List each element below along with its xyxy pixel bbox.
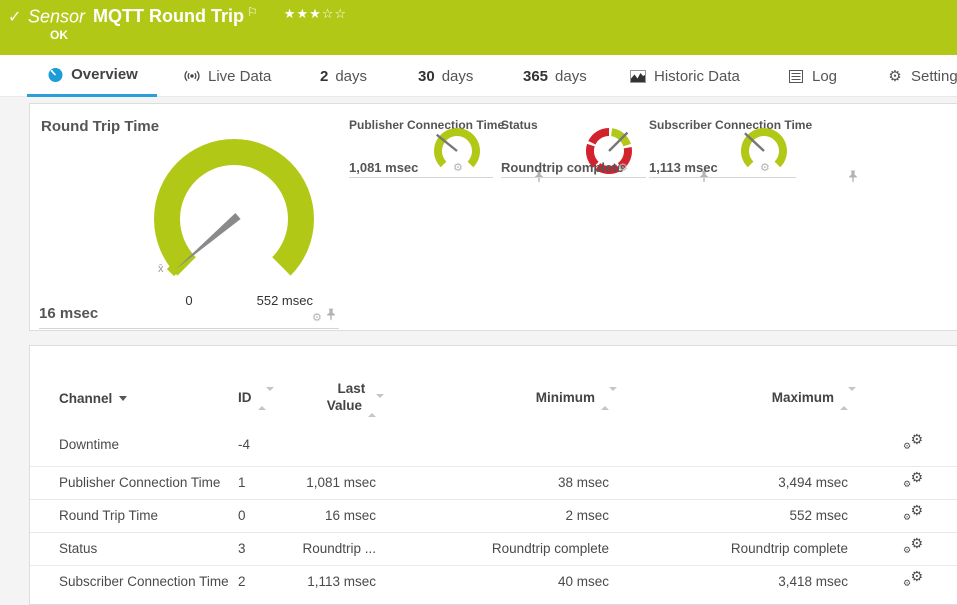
channel-settings-icon[interactable]: ⚙ ⚙ [903,503,923,523]
channel-name: Publisher Connection Time [30,465,238,499]
channel-gear-icon[interactable]: ⚙ [760,161,770,174]
channel-minimum: 38 msec [376,465,609,499]
channel-minimum: 40 msec [376,564,609,598]
column-header-actions [848,346,957,424]
mini-gauge-value: Roundtrip complete [501,160,624,175]
table-row: Subscriber Connection Time 2 1,113 msec … [30,564,957,598]
channel-name: Status [30,531,238,565]
table-row: Downtime -4 ⚙ ⚙ [30,424,957,466]
gauge-needle [176,213,241,269]
round-trip-time-gauge: x̄ [154,139,315,277]
gauge-scale-max: 552 msec [256,293,313,308]
channel-name: Round Trip Time [30,498,238,532]
mini-gauge-title: Publisher Connection Time [349,118,505,132]
channel-gear-icon[interactable]: ⚙ [453,161,463,174]
gauge-scale-min: 0 [185,293,193,308]
channel-maximum: 552 msec [609,498,848,532]
channel-settings-icon[interactable]: ⚙ ⚙ [903,432,923,453]
primary-channel-title: Round Trip Time [41,118,160,135]
mini-gauge-status: Status Roundtrip complete ⚙ [501,116,708,183]
primary-channel-value: 16 msec [39,305,99,322]
channel-id: 0 [238,498,278,532]
sensor-header: ✓ Sensor MQTT Round Trip ⚐ ★★★☆☆ OK [0,0,957,55]
channel-id: 3 [238,531,278,565]
channel-settings-icon[interactable]: ⚙ ⚙ [903,536,923,556]
sort-icon [368,394,384,417]
gauges-panel: Round Trip Time x̄ 0 552 msec 16 msec ⚙ … [29,103,957,331]
gauge-needle [744,132,765,152]
object-type-label: Sensor [28,6,86,27]
channel-maximum [609,424,848,466]
channel-last-value: 16 msec [278,498,376,532]
mini-gauge-publisher: Publisher Connection Time 1,081 msec ⚙ [349,116,543,183]
column-header-channel[interactable]: Channel [30,346,238,424]
channel-id: 1 [238,465,278,499]
historic-data-icon [629,69,647,83]
tab-live-data[interactable]: Live Data [183,55,271,97]
sort-icon [257,386,274,410]
tab-log[interactable]: Log [787,55,837,97]
channel-last-value [278,424,376,466]
tab-365-days[interactable]: 365 days [523,67,587,85]
mini-gauge-value: 1,113 msec [649,160,718,175]
publisher-gauge [434,127,480,168]
channel-id: 2 [238,564,278,598]
table-row: Status 3 Roundtrip ... Roundtrip complet… [30,531,957,565]
channel-name: Downtime [59,437,120,453]
channel-name: Subscriber Connection Time [30,564,238,598]
tab-historic-data[interactable]: Historic Data [629,55,740,97]
live-data-icon [183,69,201,83]
channel-settings-icon[interactable]: ⚙ ⚙ [903,470,923,490]
channel-last-value: 1,081 msec [278,465,376,499]
mini-gauge-subscriber: Subscriber Connection Time 1,113 msec ⚙ [649,116,857,183]
channel-minimum: 2 msec [376,498,609,532]
channel-maximum: 3,494 msec [609,465,848,499]
log-icon [787,69,805,83]
gauge-icon [46,67,64,83]
channel-settings-icon[interactable]: ⚙ ⚙ [903,569,923,590]
channels-table: Channel ID Last Value Minimum Maximum Dow… [30,346,957,598]
mini-gauge-value: 1,081 msec [349,160,419,175]
channels-table-panel: Channel ID Last Value Minimum Maximum Dow… [29,345,957,605]
tab-bar: Overview Live Data 2 days 30 days 365 da… [0,55,957,97]
gauge-needle [435,133,458,152]
sort-icon [601,386,617,410]
channel-last-value: 1,113 msec [278,564,376,598]
tab-30-days[interactable]: 30 days [418,67,474,85]
flag-icon[interactable]: ⚐ [247,5,258,19]
channel-gear-icon[interactable]: ⚙ [618,161,628,174]
channel-last-value: Roundtrip ... [278,531,376,565]
mini-gauge-title: Status [501,118,538,132]
column-header-minimum[interactable]: Minimum [376,346,617,424]
tab-2-days[interactable]: 2 days [320,67,368,85]
mean-label: x̄ [158,263,164,275]
tab-settings[interactable]: ⚙ Settings [886,55,957,97]
mini-gauge-title: Subscriber Connection Time [649,118,813,132]
table-row: Publisher Connection Time 1 1,081 msec 3… [30,465,957,499]
table-row: Round Trip Time 0 16 msec 2 msec 552 mse… [30,498,957,532]
gear-icon: ⚙ [888,67,902,85]
ok-check-icon: ✓ [8,7,22,26]
channel-maximum: 3,418 msec [609,564,848,598]
priority-stars[interactable]: ★★★☆☆ [283,7,348,23]
status-gauge [585,128,632,174]
sensor-title: MQTT Round Trip [93,6,245,27]
channel-id: -4 [238,437,251,453]
channel-minimum: Roundtrip complete [376,531,609,565]
subscriber-gauge [741,127,787,168]
status-badge: OK [50,28,68,42]
column-header-maximum[interactable]: Maximum [609,346,856,424]
channel-minimum [376,424,609,466]
channel-gear-icon[interactable]: ⚙ [312,310,322,324]
column-header-id[interactable]: ID [238,346,278,424]
average-marker-diamond [166,261,182,277]
sort-desc-icon [119,396,128,402]
divider [39,328,339,329]
column-header-last-value[interactable]: Last Value [278,346,384,424]
tab-overview[interactable]: Overview [27,55,157,97]
pin-icon[interactable] [326,308,336,326]
channel-maximum: Roundtrip complete [609,531,848,565]
gauge-needle [608,131,629,152]
sort-icon [840,386,856,410]
